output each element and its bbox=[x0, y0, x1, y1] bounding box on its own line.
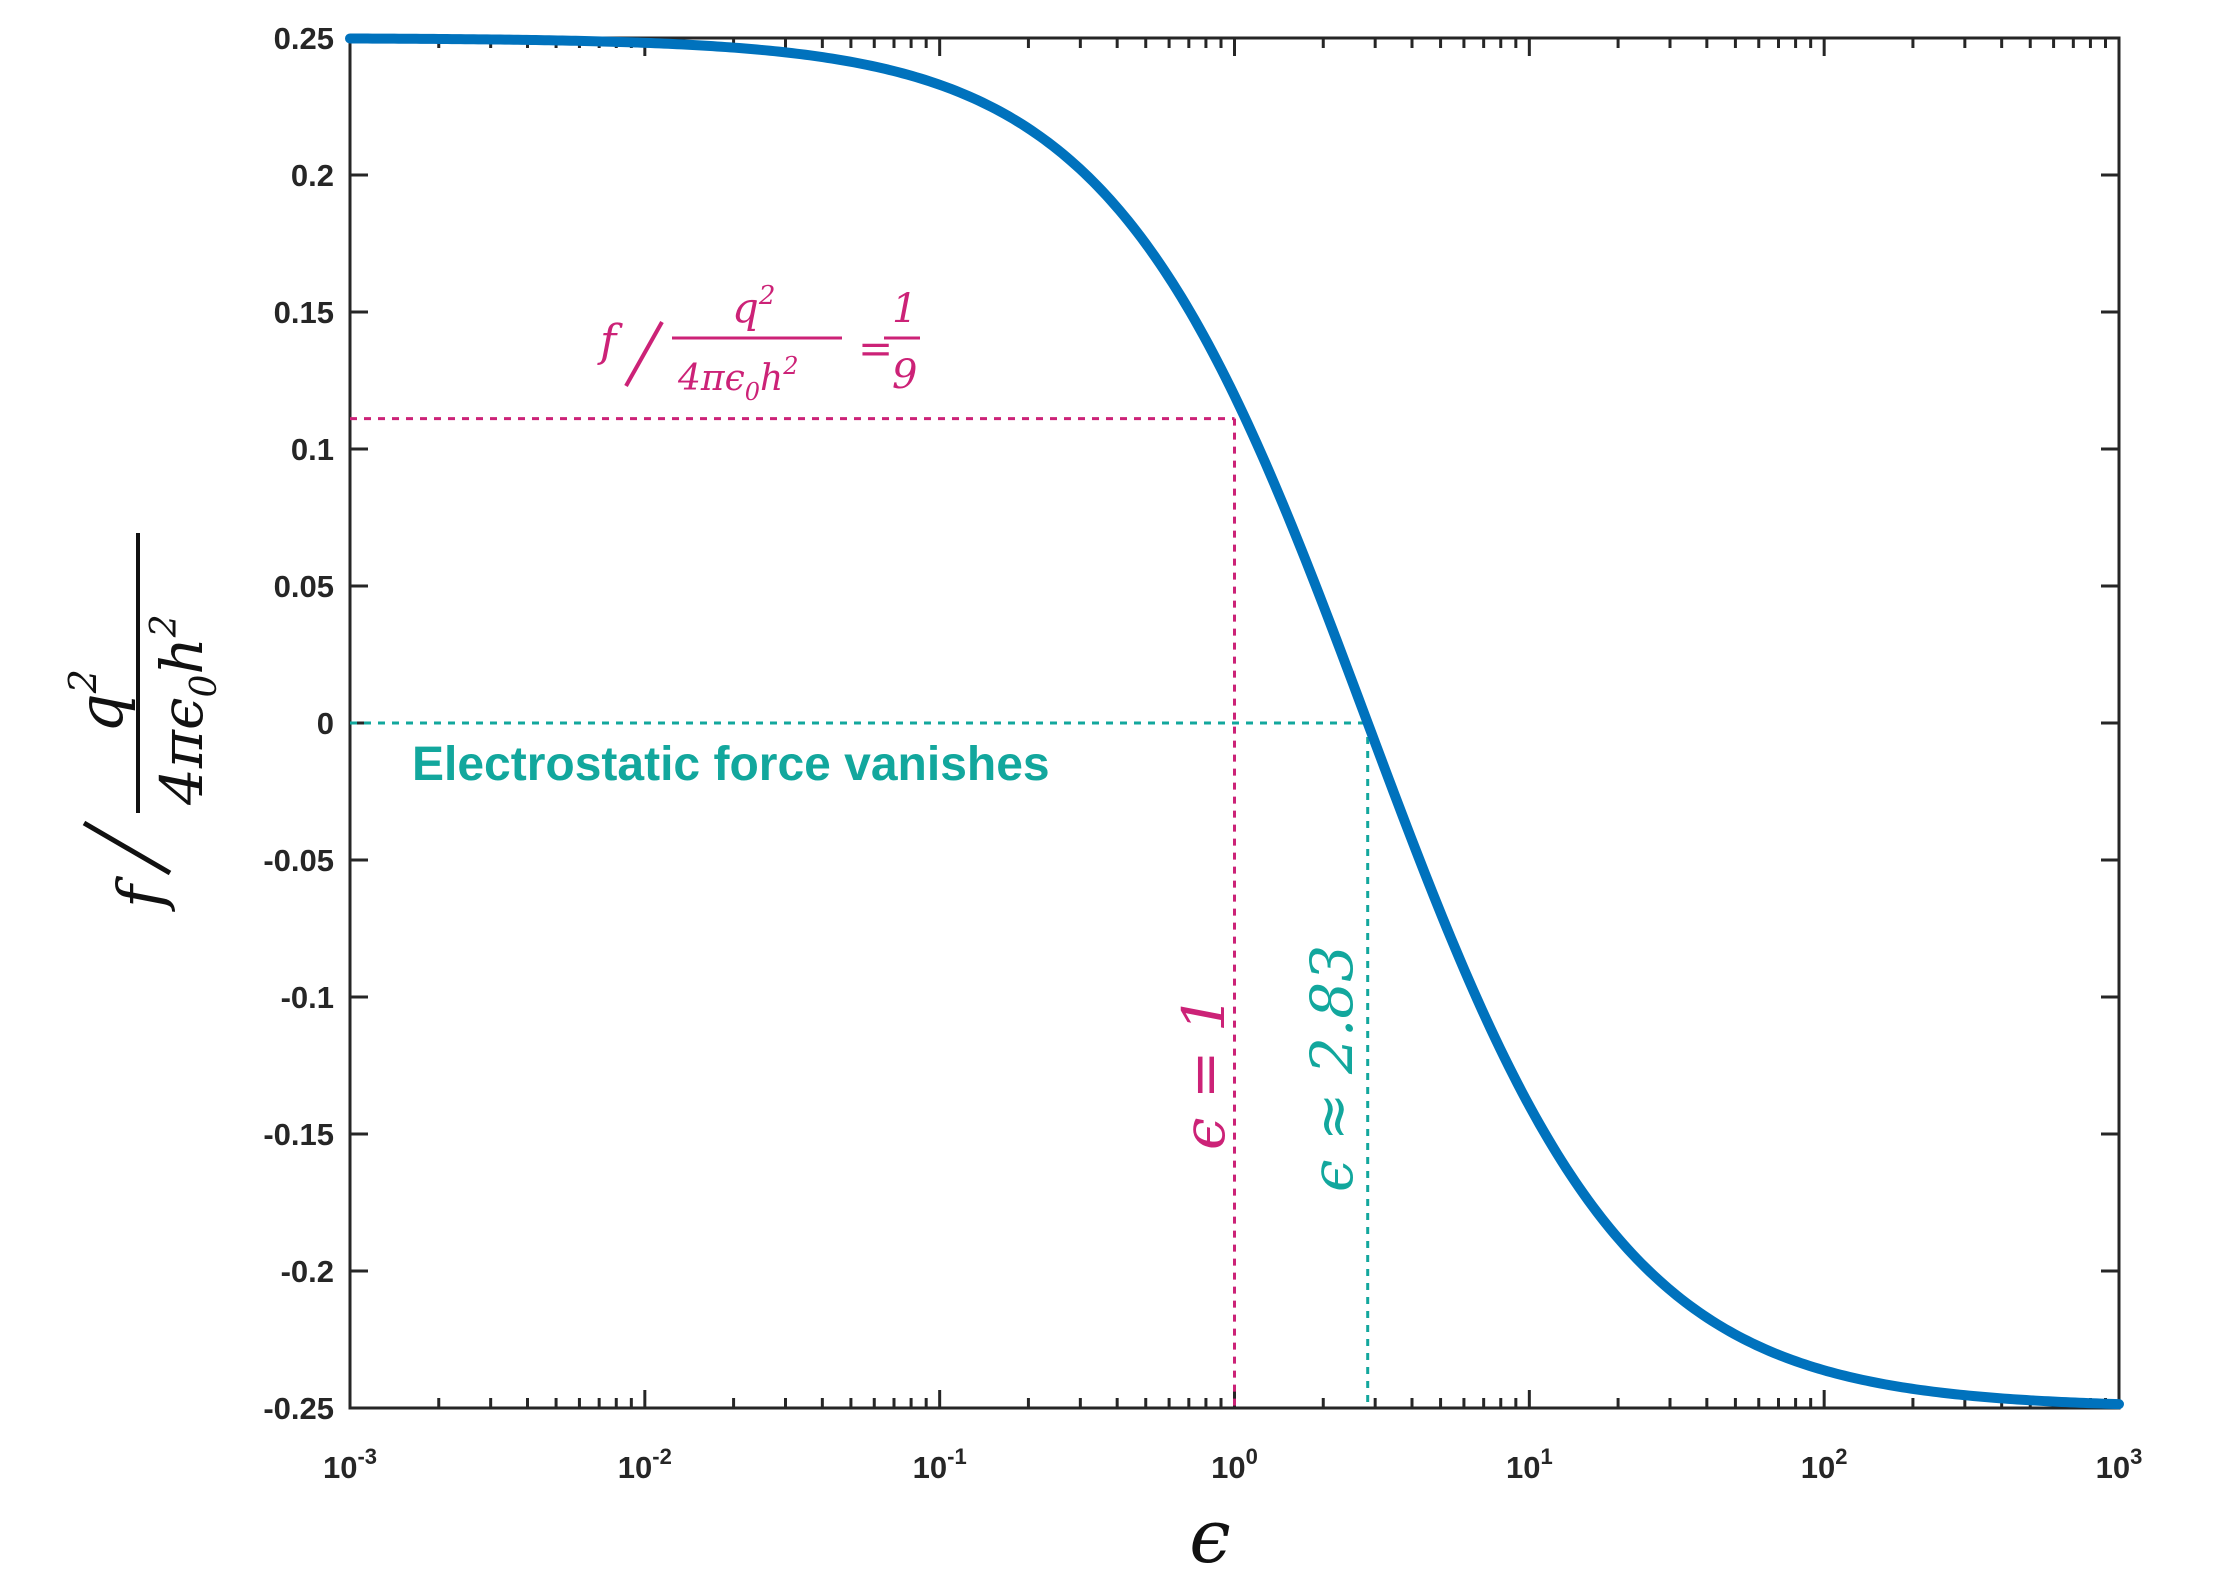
y-tick-label: 0.15 bbox=[274, 295, 334, 330]
fraction-slash bbox=[624, 321, 664, 387]
y-tick-label: 0 bbox=[317, 706, 334, 741]
fraction-rhs-denominator: 9 bbox=[892, 352, 917, 398]
y-tick-label: 0.1 bbox=[291, 432, 334, 467]
y-tick-label: -0.1 bbox=[281, 980, 334, 1015]
eps-one-annotation: ϵ = 1 bbox=[1170, 995, 1238, 1150]
x-tick-label: 100 bbox=[1211, 1444, 1258, 1485]
y-tick-label: -0.05 bbox=[263, 843, 334, 878]
x-tick-label: 10-1 bbox=[913, 1444, 967, 1485]
y-tick-label: -0.2 bbox=[281, 1254, 334, 1289]
fraction-numerator: q2 bbox=[732, 281, 775, 332]
y-axis-label: f q2 4πϵ0h2 bbox=[61, 533, 225, 912]
fraction-equals: = bbox=[858, 324, 893, 373]
y-tick-labels: 0.25 0.2 0.15 0.1 0.05 0 -0.05 -0.1 -0.15 -0.2 -0.… bbox=[263, 21, 334, 1426]
y-label-denominator: 4πϵ0h2 bbox=[144, 614, 225, 806]
y-label-numerator: q2 bbox=[61, 669, 137, 733]
y-label-slash bbox=[82, 820, 172, 876]
y-label-prefix: f bbox=[104, 875, 177, 912]
y-tick-label: -0.15 bbox=[263, 1117, 334, 1152]
fraction-rhs-numerator: 1 bbox=[892, 286, 917, 332]
x-axis-label: ϵ bbox=[1189, 1494, 1230, 1572]
x-tick-label: 10-2 bbox=[618, 1444, 672, 1485]
y-tick-label: 0.2 bbox=[291, 158, 334, 193]
y-tick-label: 0.05 bbox=[274, 569, 334, 604]
y-tick-label: 0.25 bbox=[274, 21, 334, 56]
eps-approx-annotation: ϵ ≈ 2.83 bbox=[1298, 945, 1366, 1192]
series-line bbox=[345, 33, 2124, 1410]
fraction-denominator: 4πϵ0h2 bbox=[677, 352, 798, 406]
y-tick-label: -0.25 bbox=[263, 1391, 334, 1426]
x-tick-label: 10-3 bbox=[323, 1444, 377, 1485]
x-tick-label: 101 bbox=[1506, 1444, 1553, 1485]
vanish-annotation: Electrostatic force vanishes bbox=[412, 738, 1050, 791]
x-tick-labels: 10-3 10-2 10-1 100 101 102 103 bbox=[323, 1444, 2142, 1485]
x-tick-label: 102 bbox=[1801, 1444, 1848, 1485]
x-tick-label: 103 bbox=[2096, 1444, 2143, 1485]
